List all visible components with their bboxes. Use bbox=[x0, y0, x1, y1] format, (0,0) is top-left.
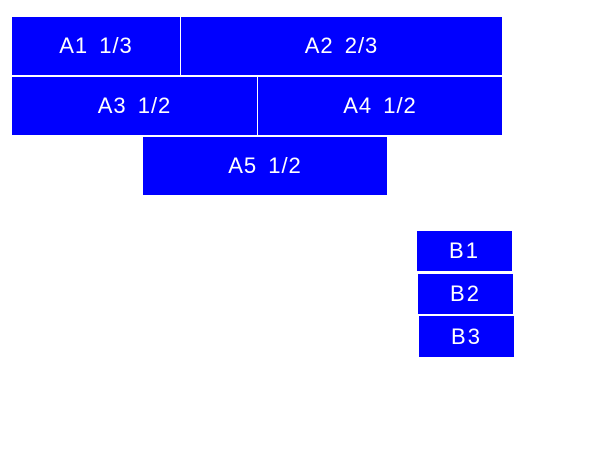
box-a5[interactable]: A5 1/2 bbox=[143, 137, 387, 195]
box-b2[interactable]: B2 bbox=[418, 274, 513, 314]
box-a2[interactable]: A2 2/3 bbox=[181, 17, 502, 75]
box-b3[interactable]: B3 bbox=[419, 316, 514, 357]
box-a3[interactable]: A3 1/2 bbox=[12, 77, 257, 135]
box-b1[interactable]: B1 bbox=[417, 231, 512, 271]
box-a1[interactable]: A1 1/3 bbox=[12, 17, 180, 75]
box-a4[interactable]: A4 1/2 bbox=[258, 77, 502, 135]
